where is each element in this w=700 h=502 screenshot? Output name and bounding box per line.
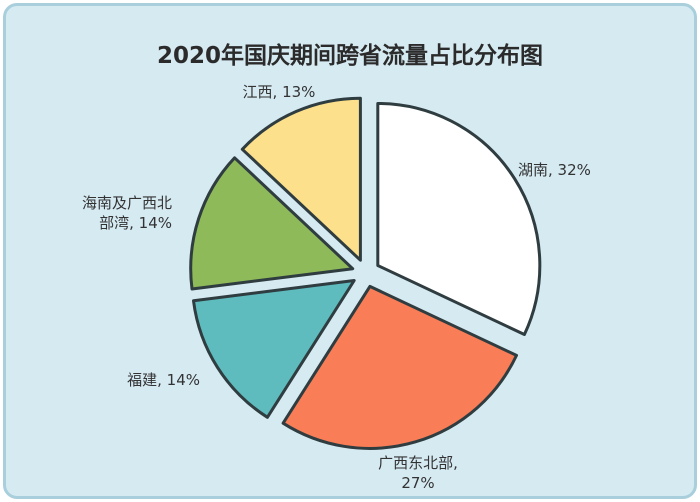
pie-slice-2: [192, 279, 356, 419]
pie-slice-3: [189, 156, 355, 291]
slice-label-0: 湖南, 32%: [518, 161, 591, 179]
chart-title: 2020年国庆期间跨省流量占比分布图: [156, 43, 543, 69]
slice-label-3: 海南及广西北部湾, 14%: [82, 194, 172, 232]
pie-slices: [189, 96, 542, 450]
pie-labels: 湖南, 32% 广西东北部, 27% 福建, 14% 海南及广西北部湾, 14% 江西, …: [82, 83, 591, 492]
slice-label-4: 江西, 13%: [243, 83, 316, 101]
slice-label-1: 广西东北部, 27%: [378, 454, 458, 492]
pie-slice-0: [376, 102, 542, 336]
pie-slice-1: [281, 284, 518, 450]
pie-slice-4: [240, 96, 362, 262]
slice-label-2: 福建, 14%: [127, 371, 200, 389]
